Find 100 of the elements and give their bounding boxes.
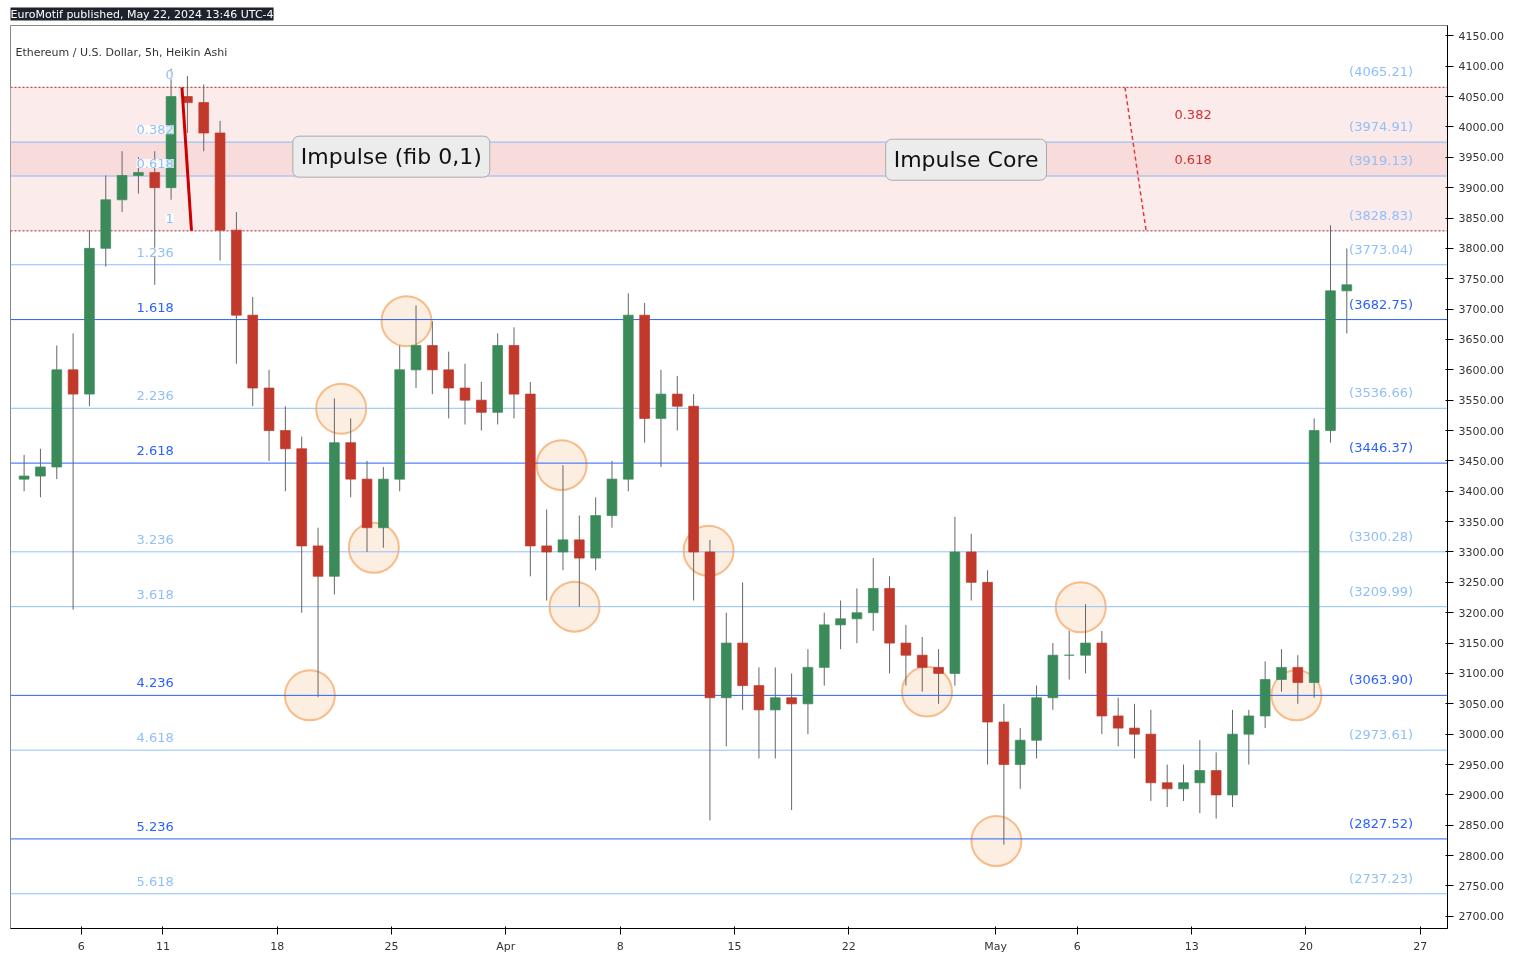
annotation: 5.236 bbox=[136, 818, 174, 834]
candlestick bbox=[476, 381, 487, 432]
annotation: 3.618 bbox=[136, 586, 174, 602]
y-tick-label: 3350.00 bbox=[1458, 515, 1504, 529]
candlestick bbox=[851, 587, 863, 644]
y-tick-label: 4150.00 bbox=[1458, 29, 1504, 43]
candlestick bbox=[574, 515, 585, 608]
x-tick-label: 15 bbox=[727, 939, 742, 953]
text: EuroMotif published, May 22, 2024 13:46 UTC-4 bbox=[10, 7, 274, 21]
ref-line-label: (3919.13) bbox=[1349, 153, 1414, 169]
candlestick bbox=[916, 636, 928, 693]
point bbox=[347, 521, 400, 574]
ref-line-label: (3974.91) bbox=[1349, 119, 1414, 135]
y-tick-label: 3650.00 bbox=[1458, 333, 1504, 347]
ref-line-label: (2827.52) bbox=[1349, 815, 1414, 831]
candlestick bbox=[933, 648, 944, 705]
x-tick-label: 27 bbox=[1413, 939, 1428, 953]
y-tick-label: 2900.00 bbox=[1458, 788, 1504, 802]
candlestick bbox=[1292, 654, 1304, 705]
y-tick-label: 4100.00 bbox=[1458, 60, 1504, 74]
y-tick-label: 3950.00 bbox=[1458, 151, 1504, 165]
candlestick bbox=[786, 672, 797, 811]
ref-line-label: (4065.21) bbox=[1349, 64, 1414, 80]
y-tick-label: 4050.00 bbox=[1458, 90, 1504, 104]
y-tick-label: 3200.00 bbox=[1458, 606, 1504, 620]
annotation: 5.618 bbox=[136, 873, 174, 889]
y-tick-label: 3500.00 bbox=[1458, 424, 1504, 438]
text: Ethereum / U.S. Dollar, 5h, Heikin Ashi bbox=[15, 45, 228, 59]
ref-line-label: (3300.28) bbox=[1349, 528, 1414, 544]
candlestick bbox=[557, 464, 569, 571]
y-tick-label: 4000.00 bbox=[1458, 120, 1504, 134]
annotation: 1.618 bbox=[136, 299, 174, 315]
ref-line-label: (3773.04) bbox=[1349, 241, 1414, 257]
x-tick-label: 6 bbox=[1073, 939, 1081, 953]
annotation: 4.236 bbox=[136, 675, 174, 691]
y-tick-label: 3000.00 bbox=[1458, 728, 1504, 742]
y-tick-label: 2850.00 bbox=[1458, 819, 1504, 833]
candlestick bbox=[1080, 603, 1091, 674]
point bbox=[548, 580, 601, 633]
ref-line-label: (3682.75) bbox=[1349, 296, 1414, 312]
ref-line-label: (3209.99) bbox=[1349, 583, 1414, 599]
candlestick bbox=[770, 666, 781, 759]
ref-line-label: (2973.61) bbox=[1349, 727, 1414, 743]
point bbox=[901, 665, 953, 718]
annotation: 0.618 bbox=[136, 156, 174, 172]
y-tick-label: 3900.00 bbox=[1458, 181, 1504, 195]
annotation: 2.236 bbox=[136, 388, 174, 404]
annotation: 2.618 bbox=[136, 443, 174, 459]
candlestick bbox=[1243, 709, 1255, 766]
point bbox=[283, 669, 336, 722]
annotation: 1.236 bbox=[136, 244, 174, 260]
candlestick bbox=[541, 508, 552, 602]
point bbox=[315, 382, 368, 435]
y-tick-label: 3750.00 bbox=[1458, 272, 1504, 286]
candlestick bbox=[835, 600, 846, 650]
candlestick bbox=[672, 375, 683, 432]
annotation: 0.382 bbox=[136, 122, 174, 138]
candlestick bbox=[443, 351, 454, 419]
candlestick bbox=[459, 363, 471, 425]
y-tick-label: 2950.00 bbox=[1458, 758, 1504, 772]
candlestick bbox=[1063, 630, 1075, 681]
point bbox=[970, 815, 1023, 867]
candlestick bbox=[35, 448, 46, 498]
candlestick bbox=[18, 454, 30, 492]
y-tick-label: 2750.00 bbox=[1458, 879, 1504, 893]
x-tick-label: 20 bbox=[1298, 939, 1313, 953]
ref-line-label: (3063.90) bbox=[1349, 672, 1414, 688]
candlestick bbox=[1178, 764, 1189, 802]
candlestick bbox=[1129, 703, 1140, 759]
candlestick bbox=[67, 332, 79, 611]
x-tick-label: 22 bbox=[841, 939, 856, 953]
point bbox=[380, 295, 433, 348]
y-tick-label: 3400.00 bbox=[1458, 485, 1504, 499]
y-tick-label: 3250.00 bbox=[1458, 576, 1504, 590]
y-tick-label: 3100.00 bbox=[1458, 667, 1504, 681]
x-tick-label: 8 bbox=[616, 939, 624, 953]
point bbox=[1054, 581, 1107, 634]
candlestick bbox=[1276, 648, 1287, 693]
y-tick-label: 3700.00 bbox=[1458, 303, 1504, 317]
x-tick-label: Apr bbox=[496, 939, 516, 953]
y-tick-label: 3450.00 bbox=[1458, 454, 1504, 468]
ref-line-label: (3536.66) bbox=[1349, 385, 1414, 401]
y-tick-label: 3300.00 bbox=[1458, 546, 1504, 559]
x-tick-label: 6 bbox=[77, 939, 85, 953]
annotation: 1 bbox=[165, 210, 174, 226]
band-label: 0.382 bbox=[1174, 107, 1212, 123]
y-tick-label: 3550.00 bbox=[1458, 394, 1504, 408]
x-tick-label: 13 bbox=[1184, 939, 1199, 953]
x-tick-label: 11 bbox=[155, 939, 170, 953]
y-tick-label: 3800.00 bbox=[1458, 242, 1504, 256]
x-tick-label: May bbox=[984, 939, 1008, 953]
y-tick-label: 3050.00 bbox=[1458, 697, 1504, 711]
x-tick-label: 18 bbox=[270, 939, 285, 953]
annotation: 3.236 bbox=[136, 531, 174, 547]
candlestick bbox=[1112, 697, 1124, 747]
annotation: Impulse (fib 0,1) bbox=[300, 144, 482, 170]
annotation: Impulse Core bbox=[893, 147, 1039, 173]
y-tick-label: 2800.00 bbox=[1458, 849, 1504, 863]
candlestick bbox=[1194, 739, 1206, 814]
candlestick bbox=[1161, 764, 1173, 808]
